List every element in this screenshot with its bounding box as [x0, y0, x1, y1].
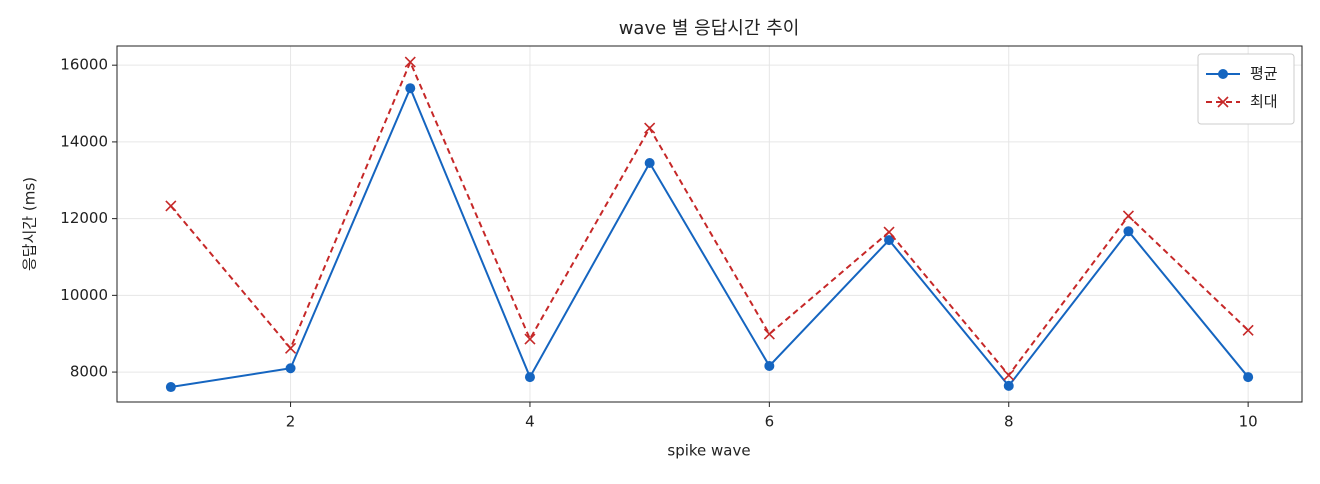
marker: [285, 363, 296, 374]
marker: [165, 382, 176, 393]
marker: [1218, 69, 1228, 79]
y-axis-label: 응답시간 (ms): [21, 177, 39, 271]
y-tick-label: 8000: [70, 363, 108, 381]
marker: [1003, 369, 1015, 381]
marker: [284, 342, 297, 354]
chart-title: wave 별 응답시간 추이: [619, 18, 800, 39]
marker: [884, 235, 895, 246]
x-axis-label: spike wave: [667, 442, 750, 460]
x-tick-label: 6: [765, 413, 775, 431]
plot-frame: [116, 45, 1303, 403]
line: [170, 85, 1249, 389]
y-tick-label: 16000: [60, 56, 108, 74]
marker: [1243, 372, 1254, 383]
legend-label: 평균: [1250, 65, 1278, 83]
x-tick-label: 8: [1004, 413, 1014, 431]
x-tick-label: 10: [1239, 413, 1258, 431]
marker: [1217, 96, 1229, 108]
line: [170, 59, 1249, 377]
marker: [405, 83, 416, 94]
marker: [1242, 324, 1254, 336]
marker: [1003, 380, 1014, 391]
marker: [763, 328, 775, 340]
legend-box: [1197, 53, 1295, 125]
marker: [764, 360, 775, 371]
marker: [524, 333, 536, 345]
marker: [644, 158, 655, 169]
marker: [644, 122, 656, 134]
marker: [524, 372, 535, 383]
marker: [404, 56, 416, 68]
marker: [1122, 210, 1135, 222]
y-tick-label: 10000: [60, 286, 108, 304]
y-tick-label: 14000: [60, 132, 108, 150]
marker: [165, 200, 177, 212]
y-tick-label: 12000: [60, 209, 108, 227]
x-tick-label: 4: [525, 413, 535, 431]
legend-label: 최대: [1250, 93, 1278, 111]
x-tick-label: 2: [286, 413, 296, 431]
marker: [883, 226, 895, 238]
marker: [1123, 226, 1134, 237]
